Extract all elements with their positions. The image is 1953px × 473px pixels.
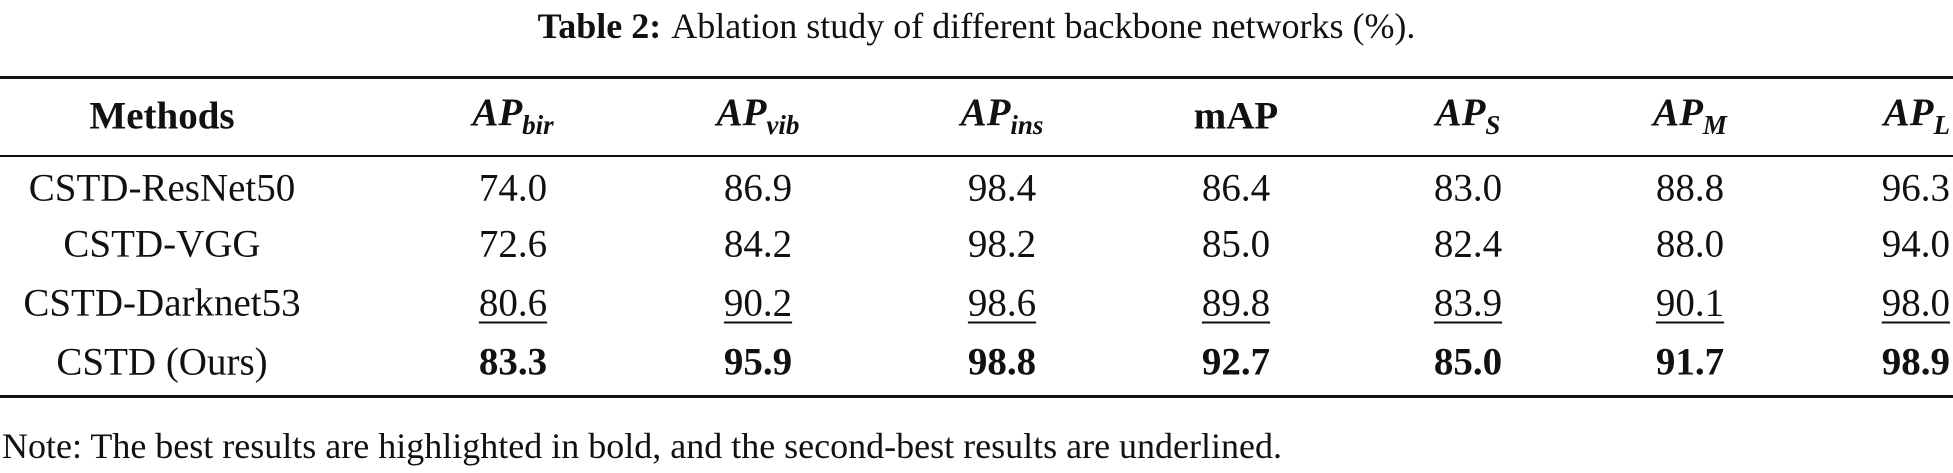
mid-rule	[0, 155, 1953, 157]
header-main: AP	[1883, 91, 1934, 135]
header-math: APM	[1653, 91, 1727, 138]
table-cell: 88.8	[1655, 166, 1725, 210]
column-header: APS	[1436, 93, 1501, 139]
table-cell: 96.3	[1881, 166, 1950, 210]
table-cell: 95.9	[723, 340, 793, 384]
column-header: Methods	[89, 94, 235, 138]
top-rule	[0, 76, 1953, 79]
header-sub: S	[1485, 109, 1501, 140]
column-header: APL	[1884, 93, 1950, 139]
header-math: APbir	[472, 91, 553, 138]
table-cell: 82.4	[1433, 222, 1503, 266]
header-main: AP	[1653, 91, 1703, 135]
table-cell: 98.6	[967, 281, 1037, 325]
header-main: AP	[1435, 91, 1486, 135]
table-cell: 92.7	[1201, 340, 1271, 384]
table-cell: 72.6	[478, 222, 548, 266]
table-cell: 98.2	[967, 222, 1037, 266]
header-main: AP	[960, 91, 1011, 135]
column-header: APM	[1653, 93, 1727, 139]
caption-label: Table 2:	[537, 6, 662, 46]
header-main: AP	[472, 91, 523, 135]
table-cell: 90.2	[723, 281, 793, 325]
table-cell: 86.9	[723, 166, 793, 210]
column-header: APins	[961, 93, 1044, 139]
table-cell: 85.0	[1201, 222, 1271, 266]
table-cell: 86.4	[1201, 166, 1271, 210]
caption-text: Ablation study of different backbone net…	[671, 6, 1416, 46]
column-header: APbir	[472, 93, 553, 139]
table-cell: 98.4	[967, 166, 1037, 210]
table-cell: 98.9	[1881, 340, 1950, 384]
method-name: CSTD (Ours)	[56, 340, 268, 384]
header-sub: L	[1933, 109, 1951, 140]
table-cell: 85.0	[1433, 340, 1503, 384]
header-sub: M	[1702, 109, 1727, 140]
header-sub: vib	[766, 109, 800, 140]
table-cell: 98.0	[1881, 281, 1950, 325]
header-main: AP	[716, 91, 767, 135]
method-name: CSTD-VGG	[63, 222, 261, 266]
header-math: APS	[1435, 91, 1501, 138]
bottom-rule	[0, 395, 1953, 398]
table-cell: 84.2	[723, 222, 793, 266]
note: Note: The best results are highlighted i…	[2, 426, 1283, 466]
header-sub: ins	[1010, 109, 1044, 140]
table-cell: 90.1	[1655, 281, 1725, 325]
column-header: mAP	[1193, 94, 1279, 138]
table-cell: 83.3	[478, 340, 548, 384]
header-math: APins	[960, 91, 1044, 138]
header-sub: bir	[522, 109, 554, 140]
table-cell: 74.0	[478, 166, 548, 210]
table-cell: 83.0	[1433, 166, 1503, 210]
table-cell: 98.8	[967, 340, 1037, 384]
caption: Table 2: Ablation study of different back…	[0, 8, 1953, 44]
method-name: CSTD-ResNet50	[28, 166, 296, 210]
table-cell: 83.9	[1433, 281, 1503, 325]
header-math: APvib	[716, 91, 800, 138]
method-name: CSTD-Darknet53	[23, 281, 301, 325]
header-math: APL	[1883, 91, 1950, 138]
column-header: APvib	[717, 93, 800, 139]
table-cell: 94.0	[1881, 222, 1950, 266]
table-cell: 89.8	[1201, 281, 1271, 325]
table-cell: 88.0	[1655, 222, 1725, 266]
table-cell: 80.6	[478, 281, 548, 325]
table-cell: 91.7	[1655, 340, 1725, 384]
